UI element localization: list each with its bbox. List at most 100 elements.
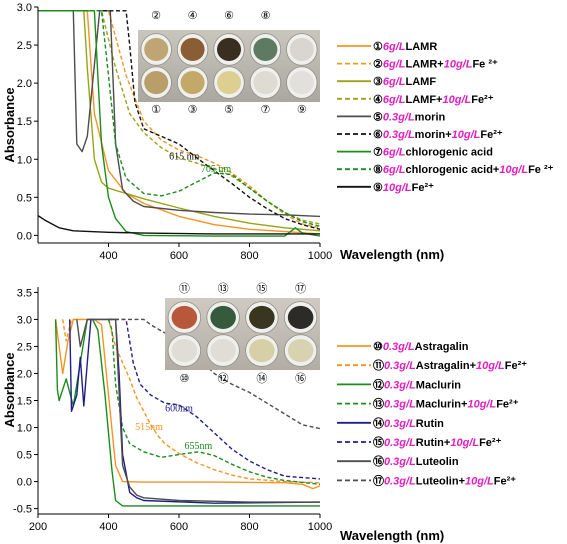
series-line-4 [38, 10, 320, 225]
series-line-9 [38, 215, 320, 235]
y-tick-label: 3.0 [17, 314, 32, 326]
y-tick-label: 2.0 [17, 368, 32, 380]
photo-label: ① [151, 104, 161, 116]
y-tick-label: 0.5 [17, 450, 32, 462]
photo-label: ⑫ [218, 372, 229, 385]
y-axis-label: Absorbance [2, 352, 17, 427]
x-axis-label: Wavelength (nm) [340, 528, 444, 543]
x-tick-label: 200 [29, 521, 47, 533]
legend-label-12: ⑫0.3g/LMaclurin [373, 377, 461, 391]
photo-label: ⑬ [218, 282, 229, 295]
series-line-8 [38, 10, 320, 227]
y-tick-label: 2.5 [17, 341, 32, 353]
series-line-2 [38, 10, 320, 229]
peak-annotation: 655nm [184, 441, 212, 452]
sample-solution [210, 339, 236, 363]
legend-label-2: ②6g/LLAMR+10g/LFe ²⁺ [373, 59, 498, 71]
sample-solution [180, 71, 205, 95]
x-tick-label: 1000 [308, 250, 332, 262]
legend-label-5: ⑤0.3g/Lmorin [373, 111, 446, 123]
sample-solution [253, 71, 278, 95]
legend-label-13: ⑬0.3g/LMaclurin+10g/LFe²⁺ [373, 397, 519, 411]
sample-solution [180, 37, 205, 61]
legend-label-14: ⑭0.3g/LRutin [373, 416, 444, 430]
y-tick-label: 2.0 [17, 78, 32, 90]
x-tick-label: 400 [99, 250, 117, 262]
photo-label: ⑦ [260, 104, 270, 116]
series-line-12 [54, 318, 320, 507]
x-tick-label: 800 [240, 521, 258, 533]
y-tick-label: 1.0 [17, 423, 32, 435]
sample-solution [144, 71, 169, 95]
sample-solution [210, 305, 236, 329]
chart-top: 400 600 800 1000 0.0 0.5 1.0 1.5 2.0 2.5 3.0 Wavele… [2, 2, 554, 262]
photo-label: ⑩ [179, 373, 189, 385]
photo-label: ⑧ [261, 10, 271, 22]
y-tick-label: 3.0 [17, 2, 32, 14]
chart-bottom: 200 400 600 800 1000 -0.5 0.0 0.5 1.0 1.5 2.0 2.5 3.… [2, 282, 527, 543]
sample-solution [287, 339, 314, 363]
photo-label: ⑯ [295, 372, 306, 385]
photo-label: ⑮ [256, 282, 267, 295]
series-line-17 [108, 318, 320, 430]
series-line-15 [108, 318, 320, 480]
sample-solution [144, 37, 169, 61]
sample-solution [171, 339, 198, 363]
y-tick-label: 1.5 [17, 116, 32, 128]
series-group [54, 318, 320, 507]
sample-solution [249, 305, 275, 329]
legend-label-17: ⑰0.3g/LLuteolin+10g/LFe²⁺ [373, 473, 516, 487]
series-line-13 [107, 319, 320, 485]
y-tick-label: 0.0 [17, 230, 32, 242]
x-axis-label: Wavelength (nm) [340, 247, 444, 262]
legend-label-8: ⑧6g/Lchlorogenic acid+10g/LFe ²⁺ [373, 164, 554, 176]
series-line-16 [76, 318, 320, 503]
sample-solution [289, 37, 314, 61]
y-axis-label: Absorbance [2, 87, 17, 162]
photo-label: ④ [188, 10, 198, 22]
series-line-6 [38, 10, 320, 230]
series-line-1 [38, 10, 320, 235]
sample-solution [289, 71, 314, 95]
sample-solution [216, 71, 242, 95]
x-tick-label: 800 [240, 250, 258, 262]
legend-label-1: ①6g/LLAMR [373, 41, 437, 53]
y-tick-label: 2.5 [17, 40, 32, 52]
peak-annotation: 600nm [165, 403, 193, 414]
sample-solution [171, 305, 198, 329]
peak-annotation: 515nm [135, 422, 163, 433]
x-tick-label: 400 [99, 521, 117, 533]
photo-label: ⑪ [179, 282, 190, 295]
x-tick-label: 600 [170, 250, 188, 262]
series-group [38, 10, 320, 237]
photo-label: ⑥ [224, 10, 234, 22]
y-tick-label: 1.0 [17, 154, 32, 166]
photo-label: ⑭ [256, 372, 267, 385]
legend-label-15: ⑮0.3g/LRutin+10g/LFe²⁺ [373, 435, 502, 449]
photo-label: ⑰ [295, 282, 306, 295]
x-tick-label: 600 [170, 521, 188, 533]
legend-label-9: ⑨10g/LFe²⁺ [373, 182, 434, 194]
legend-label-6: ⑥0.3g/Lmorin+10g/LFe²⁺ [373, 129, 503, 141]
series-line-10 [54, 318, 320, 490]
y-tick-label: 0.0 [17, 477, 32, 489]
legend-label-16: ⑯0.3g/LLuteolin [373, 454, 459, 468]
legend-label-7: ⑦6g/Lchlorogenic acid [373, 147, 493, 159]
x-tick-label: 1000 [308, 521, 332, 533]
legend-label-4: ④6g/LLAMF+10g/LFe²⁺ [373, 94, 494, 106]
peak-annotation: 705 nm [201, 164, 232, 175]
legend-label-3: ③6g/LLAMF [373, 76, 436, 88]
photo-label: ⑨ [297, 104, 307, 116]
legend-label-11: ⑪0.3g/LAstragalin+10g/LFe²⁺ [373, 358, 527, 372]
y-tick-label: 3.5 [17, 287, 32, 299]
sample-solution [216, 37, 242, 61]
y-tick-label: -0.5 [13, 504, 32, 516]
y-tick-label: 1.5 [17, 396, 32, 408]
sample-solution [249, 339, 275, 363]
photo-label: ③ [188, 104, 198, 116]
legend-label-10: ⑩0.3g/LAstragalin [373, 341, 469, 353]
sample-solution [287, 305, 314, 329]
photo-label: ⑤ [224, 104, 234, 116]
y-tick-label: 0.5 [17, 192, 32, 204]
